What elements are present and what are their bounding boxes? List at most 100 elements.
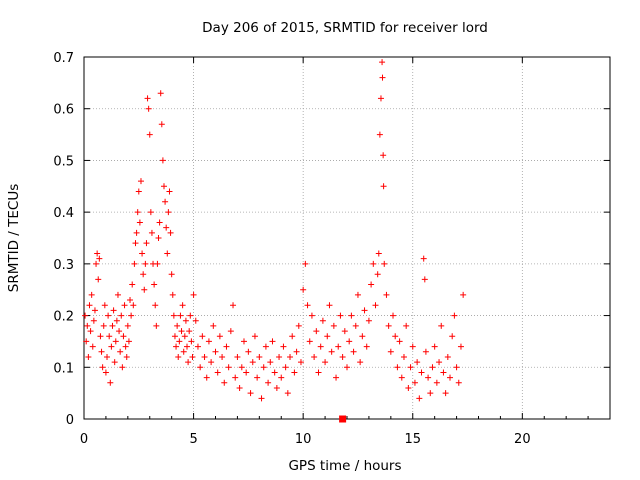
y-axis-title: SRMTID / TECUs: [6, 184, 22, 292]
data-point: [420, 255, 427, 262]
data-point: [96, 255, 103, 262]
data-point: [97, 333, 104, 340]
data-point: [379, 59, 386, 66]
data-point: [100, 322, 107, 329]
data-point: [418, 369, 425, 376]
data-point: [315, 369, 322, 376]
data-point: [118, 312, 125, 319]
data-point: [359, 333, 366, 340]
data-point: [379, 74, 386, 81]
data-point: [87, 328, 94, 335]
data-point: [104, 353, 111, 360]
data-point: [433, 379, 440, 386]
data-point: [451, 312, 458, 319]
data-point: [245, 348, 252, 355]
data-point: [427, 390, 434, 397]
y-tick-label: 0.1: [53, 361, 74, 376]
data-point: [278, 374, 285, 381]
data-point: [319, 317, 326, 324]
data-point: [178, 328, 185, 335]
data-point: [256, 353, 263, 360]
data-point: [188, 338, 195, 345]
data-point: [146, 131, 153, 138]
data-point: [85, 353, 92, 360]
data-point: [333, 374, 340, 381]
axis-square-marker: [339, 415, 347, 423]
data-point: [273, 384, 280, 391]
data-point: [375, 250, 382, 257]
data-point: [177, 312, 184, 319]
y-tick-label: 0.3: [53, 258, 74, 273]
data-point: [170, 312, 177, 319]
data-point: [326, 302, 333, 309]
data-point: [88, 291, 95, 298]
data-point: [173, 343, 180, 350]
data-point: [455, 379, 462, 386]
data-point: [127, 297, 134, 304]
data-point: [137, 178, 144, 185]
data-point: [240, 338, 247, 345]
data-point: [163, 224, 170, 231]
data-point: [214, 369, 221, 376]
data-point: [109, 322, 116, 329]
data-point: [230, 302, 237, 309]
data-point: [365, 317, 372, 324]
data-point: [348, 312, 355, 319]
data-point: [302, 260, 309, 267]
data-point: [368, 281, 375, 288]
data-point: [394, 364, 401, 371]
data-point: [262, 343, 269, 350]
data-point: [346, 338, 353, 345]
data-point: [94, 250, 101, 257]
data-point: [181, 333, 188, 340]
chart-title: Day 206 of 2015, SRMTID for receiver lor…: [202, 20, 488, 36]
data-point: [91, 307, 98, 314]
data-point: [383, 291, 390, 298]
data-point: [152, 302, 159, 309]
data-point: [132, 240, 139, 247]
x-tick-label: 5: [189, 432, 197, 447]
data-point: [82, 312, 89, 319]
data-point: [380, 152, 387, 159]
data-point: [370, 260, 377, 267]
data-point: [390, 312, 397, 319]
data-point: [416, 395, 423, 402]
x-tick-label: 10: [295, 432, 312, 447]
data-point: [131, 260, 138, 267]
data-point: [140, 271, 147, 278]
data-point: [122, 343, 129, 350]
data-point: [225, 364, 232, 371]
data-point: [376, 131, 383, 138]
data-point: [440, 369, 447, 376]
data-point: [169, 291, 176, 298]
data-point: [174, 322, 181, 329]
data-point: [165, 209, 172, 216]
data-point: [167, 229, 174, 236]
data-point: [372, 302, 379, 309]
data-point: [422, 348, 429, 355]
data-point: [385, 322, 392, 329]
data-point: [234, 353, 241, 360]
data-point: [143, 240, 150, 247]
data-point: [254, 374, 261, 381]
data-point: [136, 219, 143, 226]
data-point: [460, 291, 467, 298]
data-point: [151, 281, 158, 288]
data-point: [219, 353, 226, 360]
data-point: [453, 364, 460, 371]
data-point: [374, 271, 381, 278]
data-point: [400, 353, 407, 360]
data-point: [139, 250, 146, 257]
data-point: [108, 343, 115, 350]
data-point: [128, 312, 135, 319]
data-point: [238, 364, 245, 371]
data-point: [352, 322, 359, 329]
data-point: [190, 291, 197, 298]
data-point: [99, 364, 106, 371]
data-point: [129, 281, 136, 288]
data-point: [293, 348, 300, 355]
data-point: [449, 333, 456, 340]
data-point: [168, 271, 175, 278]
data-point: [184, 343, 191, 350]
data-point: [280, 343, 287, 350]
